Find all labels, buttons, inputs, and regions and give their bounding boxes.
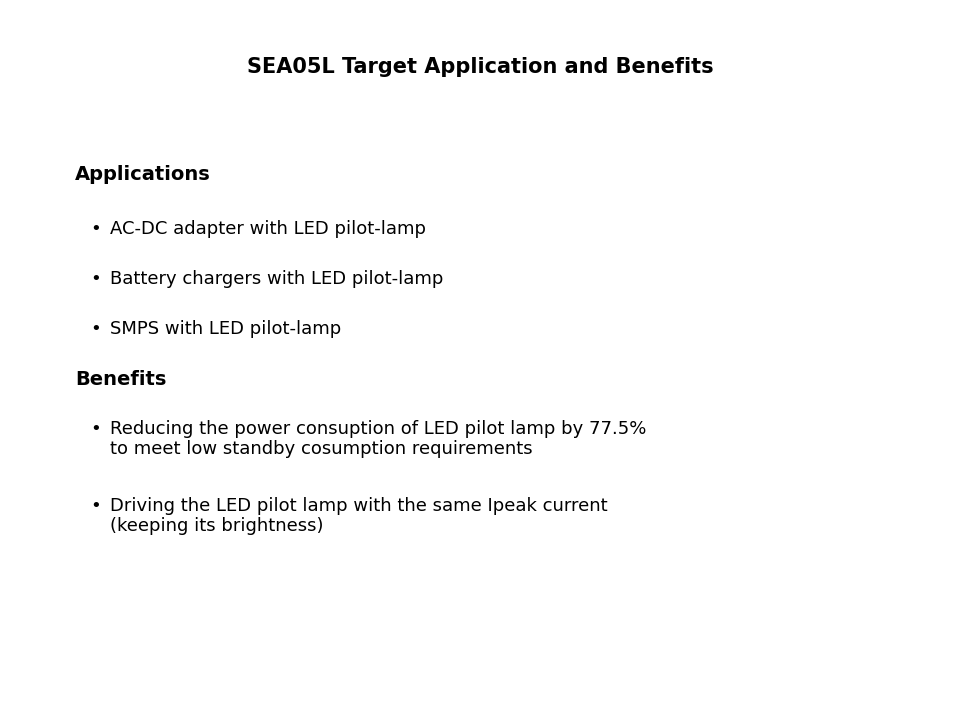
Text: •: •	[90, 497, 101, 515]
Text: Benefits: Benefits	[75, 370, 166, 389]
Text: •: •	[90, 420, 101, 438]
Text: SMPS with LED pilot-lamp: SMPS with LED pilot-lamp	[110, 320, 341, 338]
Text: SEA05L Target Application and Benefits: SEA05L Target Application and Benefits	[247, 57, 713, 77]
Text: •: •	[90, 320, 101, 338]
Text: AC-DC adapter with LED pilot-lamp: AC-DC adapter with LED pilot-lamp	[110, 220, 426, 238]
Text: Applications: Applications	[75, 165, 211, 184]
Text: Driving the LED pilot lamp with the same Ipeak current: Driving the LED pilot lamp with the same…	[110, 497, 608, 515]
Text: •: •	[90, 220, 101, 238]
Text: to meet low standby cosumption requirements: to meet low standby cosumption requireme…	[110, 440, 533, 458]
Text: (keeping its brightness): (keeping its brightness)	[110, 517, 324, 535]
Text: Battery chargers with LED pilot-lamp: Battery chargers with LED pilot-lamp	[110, 270, 444, 288]
Text: •: •	[90, 270, 101, 288]
Text: Reducing the power consuption of LED pilot lamp by 77.5%: Reducing the power consuption of LED pil…	[110, 420, 646, 438]
